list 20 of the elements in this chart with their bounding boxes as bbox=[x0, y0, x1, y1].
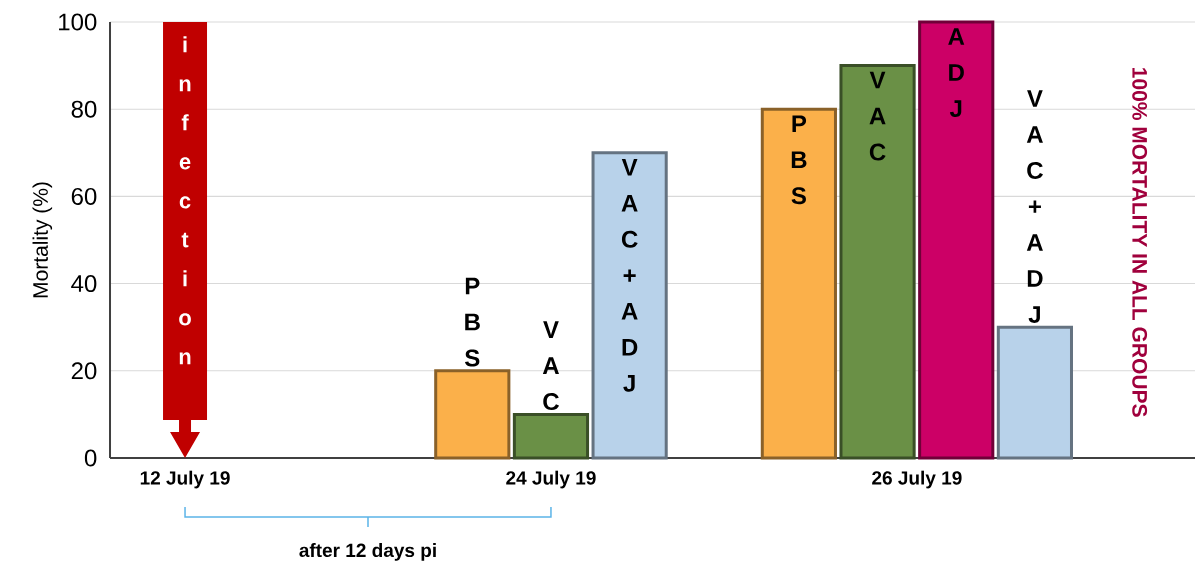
text: infection bbox=[179, 36, 191, 365]
y-tick-label: 100 bbox=[59, 13, 97, 31]
series-label: VAC+ADJ bbox=[1026, 90, 1043, 323]
x-tick-label: 26 July 19 bbox=[872, 470, 962, 489]
text: PBS bbox=[791, 115, 807, 205]
series-label: ADJ bbox=[948, 28, 965, 117]
y-tick-label: 0 bbox=[84, 449, 97, 467]
x-tick-label: 24 July 19 bbox=[506, 470, 596, 489]
y-tick-label: 60 bbox=[71, 187, 97, 205]
y-tick-label: 80 bbox=[71, 100, 97, 118]
y-axis-title: Mortality (%) bbox=[32, 182, 53, 298]
annotation: 100% MORTALITY IN ALL GROUPS bbox=[1132, 68, 1148, 417]
text: VAC bbox=[869, 71, 886, 161]
text: VAC+ADJ bbox=[621, 159, 638, 392]
series-label: VAC bbox=[542, 321, 559, 411]
y-tick-label: 20 bbox=[71, 362, 97, 380]
x-tick-label: 12 July 19 bbox=[140, 470, 230, 489]
series-label: PBS bbox=[464, 277, 480, 367]
text: after 12 days pi bbox=[299, 543, 436, 561]
y-tick-label: 40 bbox=[71, 275, 97, 293]
